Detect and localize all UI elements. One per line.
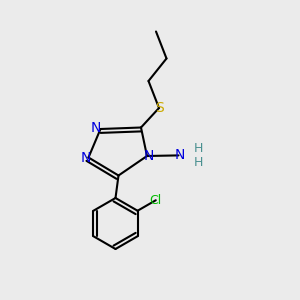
- Text: N: N: [80, 151, 91, 164]
- Text: S: S: [154, 101, 164, 115]
- Text: N: N: [91, 121, 101, 134]
- Text: N: N: [143, 149, 154, 163]
- Text: N: N: [175, 148, 185, 162]
- Text: H: H: [193, 142, 203, 155]
- Text: Cl: Cl: [150, 194, 162, 207]
- Text: H: H: [193, 155, 203, 169]
